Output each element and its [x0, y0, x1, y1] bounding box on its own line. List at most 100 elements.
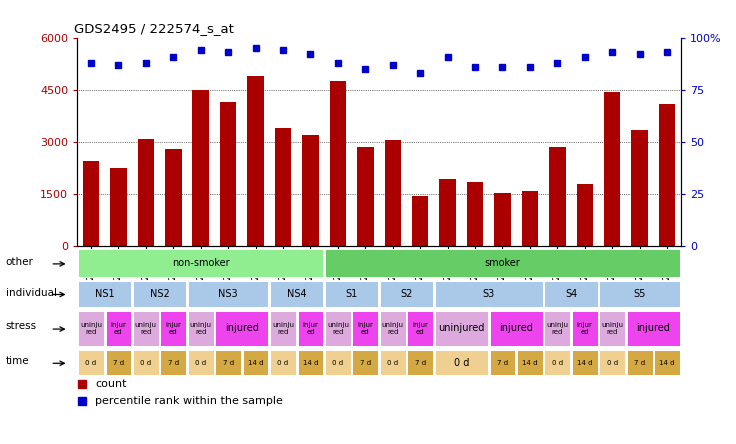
Bar — [105, 350, 131, 376]
Bar — [193, 90, 209, 246]
Bar — [78, 281, 131, 307]
Bar — [188, 281, 269, 307]
Bar — [325, 311, 351, 346]
Text: uninju
red: uninju red — [546, 322, 568, 335]
Text: 0 d: 0 d — [606, 360, 618, 366]
Bar — [407, 350, 433, 376]
Bar — [489, 350, 515, 376]
Text: uninju
red: uninju red — [80, 322, 102, 335]
Bar — [297, 350, 323, 376]
Text: 0 d: 0 d — [141, 360, 152, 366]
Bar — [110, 168, 127, 246]
Text: S5: S5 — [634, 289, 645, 299]
Bar — [489, 311, 543, 346]
Bar — [599, 350, 625, 376]
Text: 14 d: 14 d — [522, 360, 538, 366]
Bar — [325, 350, 351, 376]
Bar — [380, 311, 406, 346]
Text: 7 d: 7 d — [497, 360, 508, 366]
Bar — [627, 350, 653, 376]
Bar — [545, 350, 570, 376]
Bar — [517, 350, 543, 376]
Text: S3: S3 — [483, 289, 495, 299]
Bar — [435, 281, 543, 307]
Bar — [138, 139, 154, 246]
Bar — [576, 184, 593, 246]
Text: injur
ed: injur ed — [358, 322, 373, 335]
Text: 14 d: 14 d — [659, 360, 675, 366]
Bar — [412, 196, 428, 246]
Text: 0 d: 0 d — [333, 360, 344, 366]
Bar — [270, 281, 323, 307]
Bar — [627, 311, 680, 346]
Text: injur
ed: injur ed — [412, 322, 428, 335]
Text: 7 d: 7 d — [168, 360, 179, 366]
Text: injured: injured — [637, 323, 670, 333]
Text: NS1: NS1 — [95, 289, 115, 299]
Bar — [160, 311, 186, 346]
Text: 7 d: 7 d — [222, 360, 234, 366]
Bar — [325, 250, 680, 277]
Bar — [353, 311, 378, 346]
Text: uninjured: uninjured — [438, 323, 484, 333]
Text: uninju
red: uninju red — [272, 322, 294, 335]
Bar — [133, 281, 186, 307]
Bar — [78, 311, 104, 346]
Text: injur
ed: injur ed — [110, 322, 127, 335]
Bar — [522, 191, 538, 246]
Bar — [572, 311, 598, 346]
Text: time: time — [6, 357, 29, 366]
Bar — [599, 311, 625, 346]
Text: uninju
red: uninju red — [135, 322, 157, 335]
Bar — [78, 250, 323, 277]
Bar — [380, 350, 406, 376]
Bar — [654, 350, 680, 376]
Bar — [495, 193, 511, 246]
Bar — [215, 350, 241, 376]
Text: non-smoker: non-smoker — [172, 258, 230, 268]
Text: 7 d: 7 d — [634, 360, 645, 366]
Text: smoker: smoker — [484, 258, 520, 268]
Text: injur
ed: injur ed — [166, 322, 181, 335]
Bar — [599, 281, 680, 307]
Bar — [631, 130, 648, 246]
Bar — [105, 311, 131, 346]
Text: S4: S4 — [565, 289, 577, 299]
Text: 14 d: 14 d — [302, 360, 318, 366]
Text: S2: S2 — [400, 289, 413, 299]
Text: percentile rank within the sample: percentile rank within the sample — [96, 396, 283, 406]
Bar — [549, 147, 565, 246]
Text: count: count — [96, 379, 127, 389]
Bar — [384, 140, 401, 246]
Text: individual: individual — [6, 288, 57, 297]
Bar — [545, 281, 598, 307]
Bar — [353, 350, 378, 376]
Text: GDS2495 / 222574_s_at: GDS2495 / 222574_s_at — [74, 22, 234, 35]
Bar — [302, 135, 319, 246]
Bar — [467, 182, 484, 246]
Bar — [160, 350, 186, 376]
Text: 7 d: 7 d — [113, 360, 124, 366]
Bar — [545, 311, 570, 346]
Bar — [133, 311, 159, 346]
Bar — [330, 81, 346, 246]
Text: NS2: NS2 — [149, 289, 169, 299]
Text: uninju
red: uninju red — [190, 322, 212, 335]
Bar — [133, 350, 159, 376]
Text: 0 d: 0 d — [195, 360, 206, 366]
Text: uninju
red: uninju red — [382, 322, 404, 335]
Bar — [270, 350, 296, 376]
Bar — [357, 147, 374, 246]
Text: 0 d: 0 d — [453, 358, 469, 368]
Text: 0 d: 0 d — [85, 360, 96, 366]
Bar — [439, 178, 456, 246]
Bar — [270, 311, 296, 346]
Bar — [435, 311, 488, 346]
Bar — [82, 161, 99, 246]
Text: 7 d: 7 d — [360, 360, 371, 366]
Bar — [247, 76, 263, 246]
Text: S1: S1 — [345, 289, 358, 299]
Text: stress: stress — [6, 321, 37, 332]
Bar — [297, 311, 323, 346]
Text: injured: injured — [225, 323, 259, 333]
